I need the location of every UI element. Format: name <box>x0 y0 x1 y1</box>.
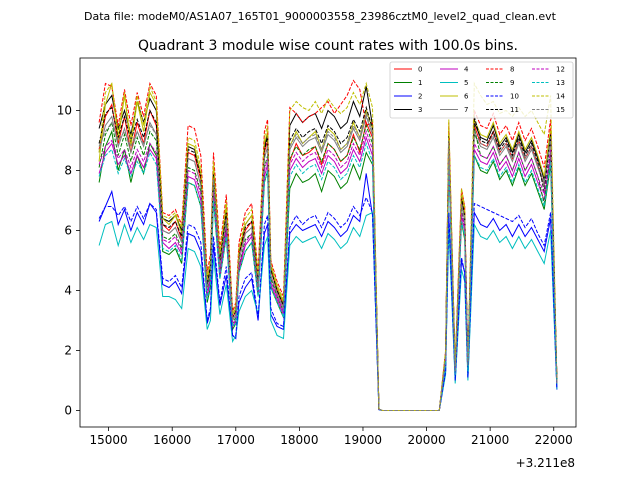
x-tick-label: 16000 <box>153 433 191 447</box>
x-offset-label: +3.211e8 <box>516 456 575 470</box>
y-tick-label: 0 <box>64 404 72 418</box>
legend-label-3: 3 <box>418 106 422 114</box>
legend-label-9: 9 <box>510 79 514 87</box>
y-tick-label: 6 <box>64 224 72 238</box>
legend-label-6: 6 <box>464 93 469 101</box>
legend-label-10: 10 <box>510 93 519 101</box>
series-line-4 <box>98 135 558 411</box>
series-line-7 <box>98 114 558 411</box>
suptitle: Data file: modeM0/AS1A07_165T01_90000035… <box>84 10 557 23</box>
series-line-10 <box>98 196 558 411</box>
series-line-0 <box>98 102 558 411</box>
x-tick-label: 17000 <box>217 433 255 447</box>
legend-label-2: 2 <box>418 93 422 101</box>
legend-box <box>389 61 574 119</box>
y-tick-label: 8 <box>64 164 72 178</box>
series-line-13 <box>98 141 558 411</box>
x-tick-label: 19000 <box>344 433 382 447</box>
series-line-12 <box>98 129 558 411</box>
legend-label-1: 1 <box>418 79 422 87</box>
series-line-2 <box>98 173 558 411</box>
series-line-15 <box>98 111 558 411</box>
series-line-9 <box>98 121 558 411</box>
legend-label-5: 5 <box>464 79 468 87</box>
series-line-3 <box>98 86 558 411</box>
legend-label-4: 4 <box>464 66 469 74</box>
legend-label-13: 13 <box>556 79 565 87</box>
x-tick-label: 20000 <box>407 433 445 447</box>
plot-area <box>98 79 558 411</box>
legend-label-0: 0 <box>418 66 422 74</box>
x-tick-label: 18000 <box>280 433 318 447</box>
axes-frame <box>79 57 577 428</box>
y-tick-label: 4 <box>64 284 72 298</box>
series-line-14 <box>98 81 558 411</box>
series-line-5 <box>98 211 558 411</box>
chart-title: Quadrant 3 module wise count rates with … <box>138 38 518 54</box>
series-line-11 <box>98 105 558 411</box>
axes: 15000 16000 17000 18000 19000 20000 21000 22000… <box>57 57 577 447</box>
legend-label-7: 7 <box>464 106 468 114</box>
legend-label-15: 15 <box>556 106 565 114</box>
y-tick-label: 10 <box>57 104 72 118</box>
legend-label-12: 12 <box>556 66 565 74</box>
x-tick-label: 15000 <box>90 433 128 447</box>
legend-label-11: 11 <box>510 106 519 114</box>
x-tick-label: 21000 <box>471 433 509 447</box>
x-tick-label: 22000 <box>535 433 573 447</box>
legend-label-14: 14 <box>556 93 565 101</box>
y-tick-label: 2 <box>64 344 72 358</box>
legend-label-8: 8 <box>510 66 514 74</box>
